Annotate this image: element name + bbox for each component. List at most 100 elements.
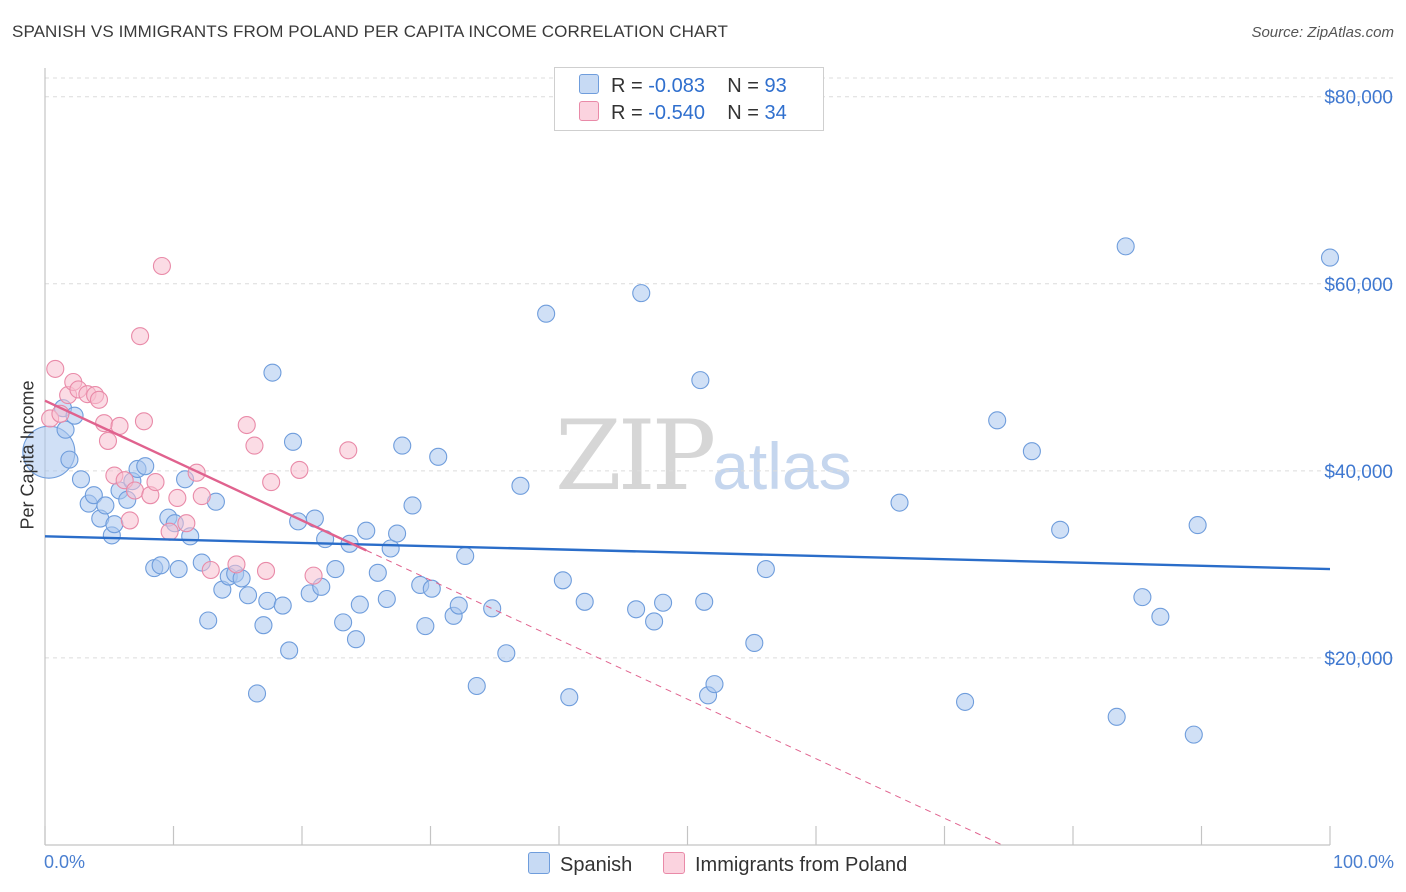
spanish-point — [1022, 442, 1041, 461]
spanish-point — [1051, 520, 1070, 539]
poland-point — [125, 481, 144, 500]
spanish-point — [456, 546, 475, 566]
poland-point — [146, 473, 165, 492]
poland-point — [245, 436, 264, 455]
spanish-point — [258, 591, 277, 610]
poland-point — [168, 488, 187, 508]
spanish-point — [96, 496, 115, 515]
spanish-point — [553, 571, 572, 590]
spanish-point — [334, 613, 353, 632]
poland-trend-line-extension — [366, 549, 1003, 846]
legend-n-value-spanish: 93 — [764, 75, 787, 97]
spanish-point — [756, 560, 775, 579]
poland-point — [89, 390, 109, 409]
spanish-point — [377, 589, 396, 609]
poland-point — [262, 473, 281, 492]
spanish-point — [60, 450, 79, 469]
poland-point — [152, 256, 171, 276]
spanish-point — [393, 436, 412, 455]
spanish-point — [449, 596, 468, 615]
spanish-point — [654, 593, 673, 612]
spanish-point — [1133, 588, 1152, 607]
spanish-point — [422, 579, 441, 598]
spanish-point — [416, 617, 435, 636]
spanish-trend-line — [44, 535, 1331, 571]
spanish-point — [350, 595, 369, 614]
spanish-point — [273, 596, 292, 615]
y-tick-label: $40,000 — [1324, 462, 1393, 483]
spanish-point — [645, 612, 664, 631]
bottom-legend-spanish[interactable]: Spanish — [528, 852, 632, 877]
poland-point — [201, 560, 220, 580]
chart-title: SPANISH VS IMMIGRANTS FROM POLAND PER CA… — [12, 22, 728, 41]
spanish-point — [1116, 237, 1135, 256]
poland-point — [46, 359, 65, 378]
spanish-point — [705, 675, 724, 694]
legend-n-label-poland: N = — [727, 102, 765, 124]
legend-r-value-spanish: -0.083 — [648, 75, 705, 97]
spanish-point — [1188, 516, 1207, 535]
spanish-point — [695, 592, 714, 611]
poland-point — [177, 514, 196, 533]
bottom-legend-label-poland: Immigrants from Poland — [695, 854, 908, 876]
spanish-point — [254, 616, 273, 635]
spanish-point — [263, 363, 282, 382]
x-axis-min-label: 0.0% — [44, 852, 86, 872]
spanish-point — [429, 447, 448, 466]
legend-r-value-poland: -0.540 — [648, 102, 705, 124]
spanish-point — [956, 692, 975, 711]
spanish-point — [632, 284, 651, 303]
poland-point — [227, 555, 246, 574]
watermark: ZIPatlas — [555, 400, 852, 512]
spanish-point — [280, 641, 299, 660]
spanish-point — [1107, 707, 1126, 726]
spanish-point — [105, 515, 124, 534]
poland-point — [237, 415, 256, 435]
spanish-point — [84, 486, 103, 505]
poland-trend-line — [44, 399, 367, 552]
spanish-point — [890, 493, 909, 512]
poland-point — [134, 412, 153, 431]
y-axis-label: Per Capita Income — [17, 380, 38, 530]
spanish-point — [388, 524, 407, 543]
poland-point — [290, 460, 309, 479]
legend-n-label-spanish: N = — [727, 75, 765, 97]
legend-row-spanish: R = -0.083 N = 93 — [579, 74, 787, 100]
spanish-point — [1320, 248, 1340, 267]
spanish-point — [71, 470, 91, 489]
poland-point — [192, 487, 211, 506]
spanish-point — [745, 633, 764, 653]
spanish-point — [691, 371, 710, 390]
spanish-point — [537, 304, 556, 323]
spanish-point — [511, 476, 530, 495]
poland-point — [339, 441, 358, 460]
source-label: Source: ZipAtlas.com — [1251, 24, 1394, 41]
spanish-point — [357, 521, 376, 540]
spanish-point — [199, 611, 218, 630]
watermark-atlas: atlas — [712, 429, 852, 503]
bottom-legend-label-spanish: Spanish — [560, 854, 633, 876]
bottom-legend-swatch-poland — [663, 852, 685, 874]
y-tick-label: $20,000 — [1324, 649, 1393, 670]
correlation-legend: R = -0.083 N = 93 R = -0.540 N = 34 — [554, 67, 824, 131]
y-tick-label: $60,000 — [1324, 275, 1393, 296]
bottom-legend-swatch-spanish — [528, 852, 550, 874]
bottom-legend-poland[interactable]: Immigrants from Poland — [663, 852, 907, 877]
legend-swatch-poland — [579, 101, 599, 121]
spanish-point — [560, 688, 579, 707]
spanish-point — [403, 496, 422, 515]
legend-row-poland: R = -0.540 N = 34 — [579, 101, 787, 127]
spanish-point — [575, 592, 594, 611]
spanish-point — [238, 586, 258, 605]
poland-point — [160, 522, 179, 541]
spanish-point — [467, 676, 486, 696]
spanish-point — [169, 560, 188, 579]
spanish-point — [151, 556, 170, 575]
watermark-zip: ZIP — [555, 400, 716, 512]
poland-point — [120, 511, 139, 530]
poland-point — [187, 463, 206, 482]
legend-swatch-spanish — [579, 74, 599, 94]
legend-r-label-spanish: R = — [611, 75, 649, 97]
y-tick-label: $80,000 — [1324, 88, 1393, 109]
